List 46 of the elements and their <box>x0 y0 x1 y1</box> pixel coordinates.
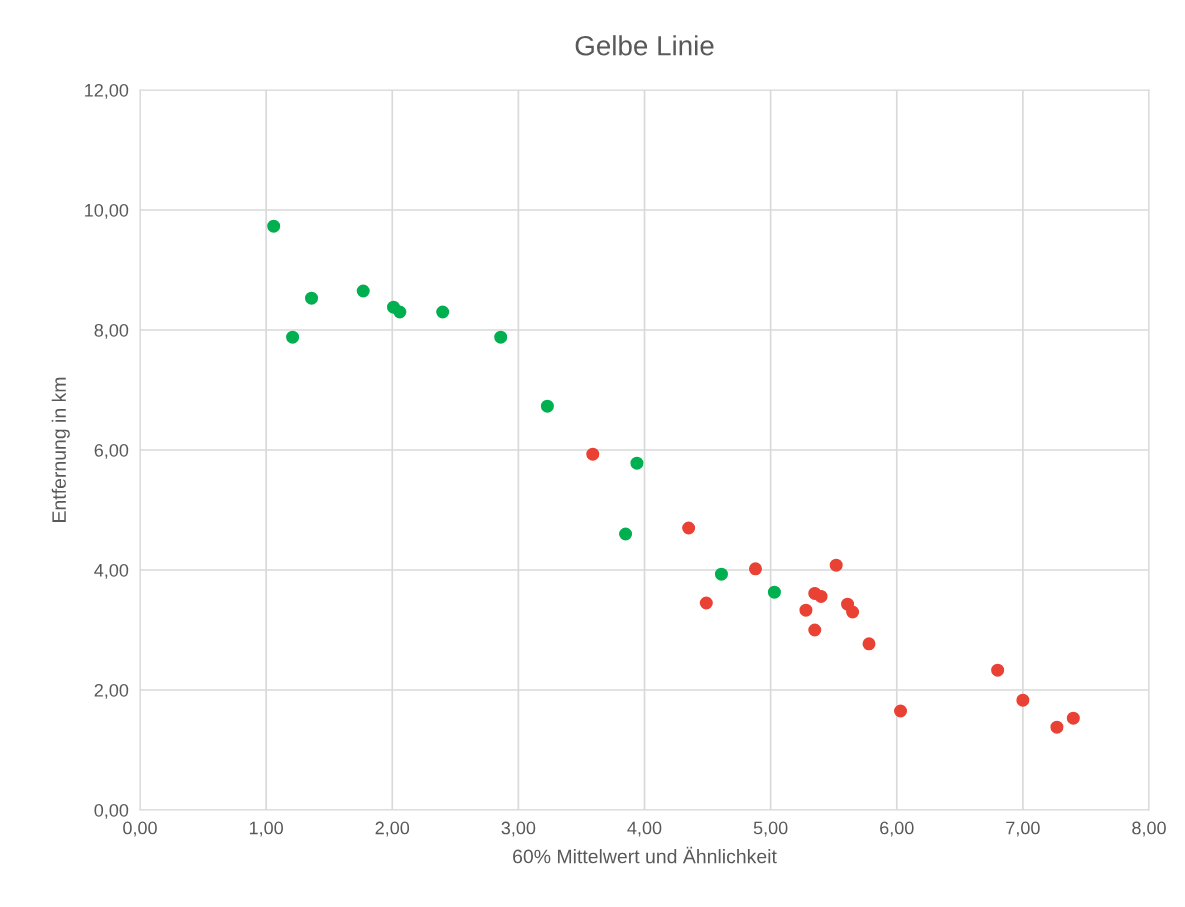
y-tick-label: 12,00 <box>85 83 129 99</box>
chart-title: Gelbe Linie <box>575 35 714 56</box>
x-tick-label: 7,00 <box>1006 821 1040 837</box>
point <box>862 637 876 651</box>
x-tick-label: 8,00 <box>1132 821 1166 837</box>
y-tick-label: 8,00 <box>94 323 129 339</box>
point <box>799 603 813 617</box>
point <box>286 330 300 344</box>
x-tick-label: 1,00 <box>249 821 283 837</box>
point <box>829 558 843 572</box>
point <box>630 456 644 470</box>
x-tick-label: 6,00 <box>880 821 914 837</box>
point <box>767 585 781 599</box>
point <box>1066 711 1080 725</box>
point <box>991 663 1005 677</box>
point <box>699 596 713 610</box>
point <box>846 605 860 619</box>
point <box>1050 720 1064 734</box>
point <box>894 704 908 718</box>
x-axis-title: 60% Mittelwert und Ähnlichkeit <box>513 846 777 864</box>
point <box>619 527 633 541</box>
point <box>682 521 696 535</box>
point <box>305 291 319 305</box>
x-tick-label: 5,00 <box>753 821 788 837</box>
x-tick-label: 3,00 <box>501 821 536 837</box>
point <box>393 305 407 319</box>
x-tick-label: 2,00 <box>375 821 410 837</box>
y-tick-label: 4,00 <box>94 563 129 579</box>
y-axis-title: Entfernung in km <box>51 377 70 522</box>
point <box>1016 693 1030 707</box>
point <box>356 284 370 298</box>
point <box>714 567 728 581</box>
point <box>808 623 822 637</box>
point <box>540 399 554 413</box>
point <box>494 330 508 344</box>
y-tick-label: 6,00 <box>94 443 129 459</box>
point <box>267 219 281 233</box>
point <box>748 562 762 576</box>
x-tick-label: 4,00 <box>627 821 662 837</box>
point <box>814 589 828 603</box>
x-tick-label: 0,00 <box>123 821 157 837</box>
y-tick-label: 0,00 <box>94 803 129 819</box>
y-tick-label: 10,00 <box>85 203 129 219</box>
point <box>586 447 600 461</box>
point <box>436 305 450 319</box>
y-tick-label: 2,00 <box>94 683 129 699</box>
